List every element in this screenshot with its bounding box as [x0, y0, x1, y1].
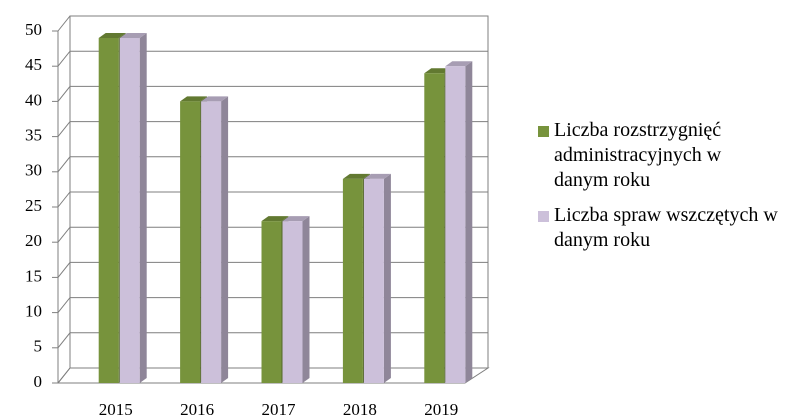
x-tick-label: 2019 — [424, 400, 458, 419]
y-tick-label: 10 — [25, 302, 42, 321]
legend-swatch — [538, 211, 549, 222]
legend-swatch — [538, 126, 549, 137]
bar-front — [119, 38, 140, 383]
bar-front — [363, 178, 384, 383]
y-tick-label: 30 — [25, 161, 42, 180]
bar-top — [119, 33, 147, 39]
legend-item: Liczba spraw wszczętych w danym roku — [538, 203, 778, 253]
bar-front — [282, 221, 303, 383]
legend-label: Liczba rozstrzygnięć administracyjnych w… — [554, 119, 722, 191]
legend-label: Liczba spraw wszczętych w danym roku — [554, 204, 778, 251]
y-tick-label: 40 — [25, 90, 42, 109]
x-tick-label: 2015 — [99, 400, 133, 419]
bar-top — [445, 61, 473, 67]
bar-side — [302, 216, 310, 383]
y-tick-label: 0 — [34, 372, 43, 391]
bar-side — [383, 173, 391, 383]
bar-top — [201, 96, 229, 102]
bar-top — [261, 216, 289, 222]
y-tick-label: 15 — [25, 266, 42, 285]
bar-top — [282, 216, 310, 222]
bar-front — [98, 38, 119, 383]
bar-top — [363, 173, 391, 179]
bar — [119, 33, 147, 383]
bar-front — [424, 73, 445, 384]
x-tick-label: 2016 — [180, 400, 214, 419]
bar-side — [139, 33, 147, 383]
bar-top — [98, 33, 126, 39]
bar-front — [261, 221, 282, 383]
bar — [282, 216, 310, 383]
grid-line — [57, 15, 488, 32]
y-tick-label: 25 — [25, 196, 42, 215]
bar-front — [445, 66, 466, 383]
legend: Liczba rozstrzygnięć administracyjnych w… — [538, 118, 778, 263]
x-tick-label: 2017 — [262, 400, 297, 419]
bar-side — [221, 96, 229, 384]
y-tick-label: 50 — [25, 20, 42, 39]
bar — [363, 173, 391, 383]
x-tick-label: 2018 — [343, 400, 377, 419]
grid-line — [57, 85, 488, 102]
bar-top — [342, 173, 370, 179]
bar-front — [180, 101, 201, 384]
y-tick-label: 45 — [25, 55, 42, 74]
bar-side — [465, 61, 473, 383]
bar — [201, 96, 229, 384]
bar — [445, 61, 473, 383]
legend-item: Liczba rozstrzygnięć administracyjnych w… — [538, 118, 778, 193]
y-tick-label: 20 — [25, 231, 42, 250]
grid-line — [57, 121, 488, 137]
grid-line — [57, 156, 488, 173]
y-tick-label: 35 — [25, 126, 42, 145]
grid-line — [57, 50, 488, 67]
bar-top — [424, 68, 452, 74]
bar-front — [342, 178, 363, 383]
bar-front — [201, 101, 222, 384]
bar-top — [180, 96, 208, 102]
y-tick-label: 5 — [34, 337, 43, 356]
